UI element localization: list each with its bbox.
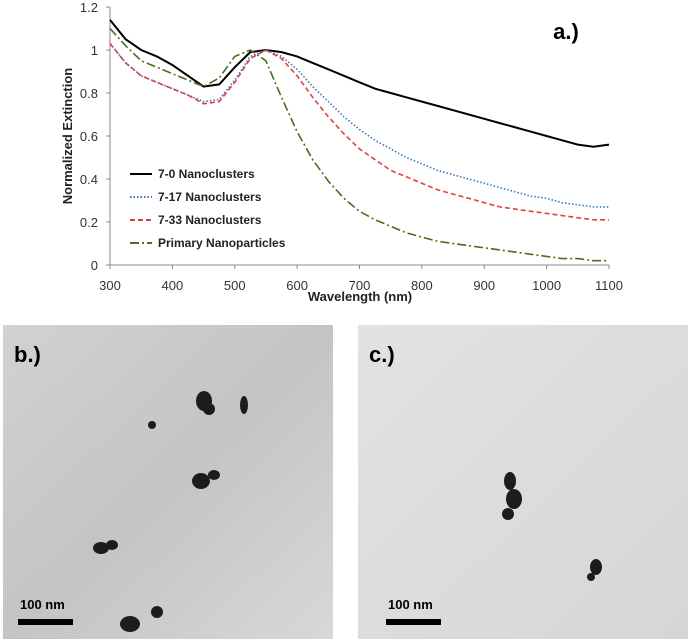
legend-label: 7-33 Nanoclusters [158, 213, 262, 227]
y-tick-label: 0.6 [80, 129, 98, 144]
x-tick-label: 600 [286, 278, 308, 293]
y-axis-title: Normalized Extinction [60, 68, 75, 205]
y-tick-label: 0.8 [80, 86, 98, 101]
x-tick-label: 1100 [595, 278, 623, 293]
series-line [109, 42, 609, 208]
tem-image [358, 325, 688, 639]
particles [93, 391, 248, 632]
series-line [109, 19, 610, 148]
x-tick-label: 800 [411, 278, 433, 293]
tem-image [3, 325, 333, 639]
panel-label: b.) [14, 342, 41, 367]
panel-label: c.) [369, 342, 395, 367]
legend-label: Primary Nanoparticles [158, 236, 286, 250]
panel-label: a.) [553, 19, 579, 44]
scale-bar [18, 619, 73, 625]
scale-bar-label: 100 nm [20, 597, 65, 612]
y-tick-label: 0.4 [80, 172, 98, 187]
scale-bar [386, 619, 441, 625]
scale-bar-label: 100 nm [388, 597, 433, 612]
series-line [109, 42, 609, 221]
legend-label: 7-17 Nanoclusters [158, 190, 262, 204]
particles [502, 472, 602, 581]
x-tick-label: 400 [162, 278, 184, 293]
y-tick-label: 1 [91, 43, 98, 58]
x-tick-label: 300 [99, 278, 121, 293]
chart: a.) Wavelength (nm) Normalized Extinctio… [60, 0, 623, 304]
y-tick-label: 0.2 [80, 215, 98, 230]
y-tick-label: 1.2 [80, 0, 98, 15]
legend-label: 7-0 Nanoclusters [158, 167, 255, 181]
micrographs: b.) 100 nm c.) 100 nm [3, 325, 688, 639]
x-tick-label: 1000 [532, 278, 561, 293]
x-axis-title: Wavelength (nm) [308, 289, 412, 304]
x-tick-label: 700 [349, 278, 371, 293]
y-tick-label: 0 [91, 258, 98, 273]
x-tick-label: 900 [473, 278, 495, 293]
series-line [109, 27, 609, 262]
x-tick-label: 500 [224, 278, 246, 293]
